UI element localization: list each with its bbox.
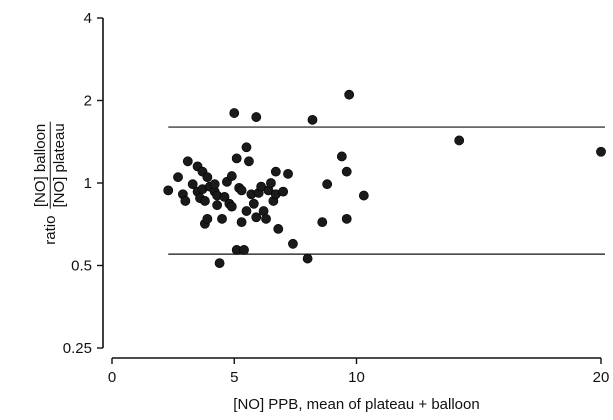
data-point bbox=[454, 135, 465, 146]
data-point bbox=[241, 206, 252, 216]
x-axis-label: [NO] PPB, mean of plateau + balloon bbox=[0, 396, 613, 413]
data-point bbox=[244, 156, 254, 167]
x-tick-label: 0 bbox=[108, 369, 116, 386]
data-point bbox=[209, 179, 220, 190]
data-point bbox=[596, 146, 606, 157]
data-point bbox=[200, 196, 210, 206]
y-tick-label: 2 bbox=[84, 93, 92, 110]
data-point bbox=[217, 213, 227, 224]
data-point bbox=[251, 212, 262, 223]
data-point bbox=[241, 142, 252, 153]
data-point bbox=[341, 213, 352, 224]
data-point bbox=[231, 153, 242, 164]
data-point bbox=[163, 185, 174, 196]
data-point bbox=[173, 172, 183, 183]
data-points bbox=[163, 89, 606, 269]
data-point bbox=[229, 108, 240, 118]
data-point bbox=[358, 190, 369, 201]
data-point bbox=[344, 89, 355, 100]
reference-lines bbox=[168, 126, 605, 255]
data-point bbox=[226, 201, 237, 212]
data-point bbox=[187, 179, 198, 190]
data-point bbox=[202, 213, 213, 224]
y-axis-label-denominator: [NO] plateau bbox=[50, 123, 68, 208]
data-point bbox=[202, 172, 213, 183]
data-point bbox=[236, 185, 247, 196]
data-point bbox=[317, 217, 328, 227]
y-tick-label: 4 bbox=[84, 10, 92, 27]
data-point bbox=[182, 156, 193, 167]
y-tick-label: 0.25 bbox=[63, 340, 92, 357]
data-point bbox=[266, 178, 276, 188]
y-axis-label-numerator: [NO] balloon bbox=[31, 121, 51, 210]
data-point bbox=[219, 191, 230, 202]
data-point bbox=[226, 171, 237, 181]
data-point bbox=[251, 112, 262, 122]
x-tick-label: 10 bbox=[348, 369, 365, 386]
data-point bbox=[283, 168, 293, 179]
data-point bbox=[180, 196, 191, 206]
data-point bbox=[248, 198, 259, 209]
data-point bbox=[307, 114, 318, 125]
y-axis-label-prefix: ratio bbox=[41, 215, 59, 245]
data-point bbox=[341, 166, 352, 177]
data-point bbox=[273, 224, 284, 234]
data-point bbox=[322, 179, 333, 190]
y-axis-label-fraction: [NO] balloon [NO] plateau bbox=[31, 121, 68, 210]
data-point bbox=[239, 245, 249, 255]
data-point bbox=[270, 166, 281, 177]
x-axis-label-text: [NO] PPB, mean of plateau + balloon bbox=[233, 396, 480, 413]
y-tick-label: 1 bbox=[84, 175, 92, 192]
data-point bbox=[336, 151, 347, 162]
data-point bbox=[212, 200, 223, 211]
y-tick-label: 0.5 bbox=[71, 258, 92, 275]
data-point bbox=[236, 217, 247, 227]
data-point bbox=[302, 253, 313, 264]
data-point bbox=[278, 186, 289, 197]
chart-axes: 0.25 0.5 1 2 4 0 5 10 20 bbox=[63, 10, 610, 386]
data-point bbox=[214, 258, 225, 269]
y-axis-label: ratio [NO] balloon [NO] plateau bbox=[10, 88, 90, 278]
data-point bbox=[261, 213, 271, 224]
data-point bbox=[288, 238, 298, 249]
x-tick-label: 20 bbox=[593, 369, 610, 386]
x-tick-label: 5 bbox=[230, 369, 238, 386]
